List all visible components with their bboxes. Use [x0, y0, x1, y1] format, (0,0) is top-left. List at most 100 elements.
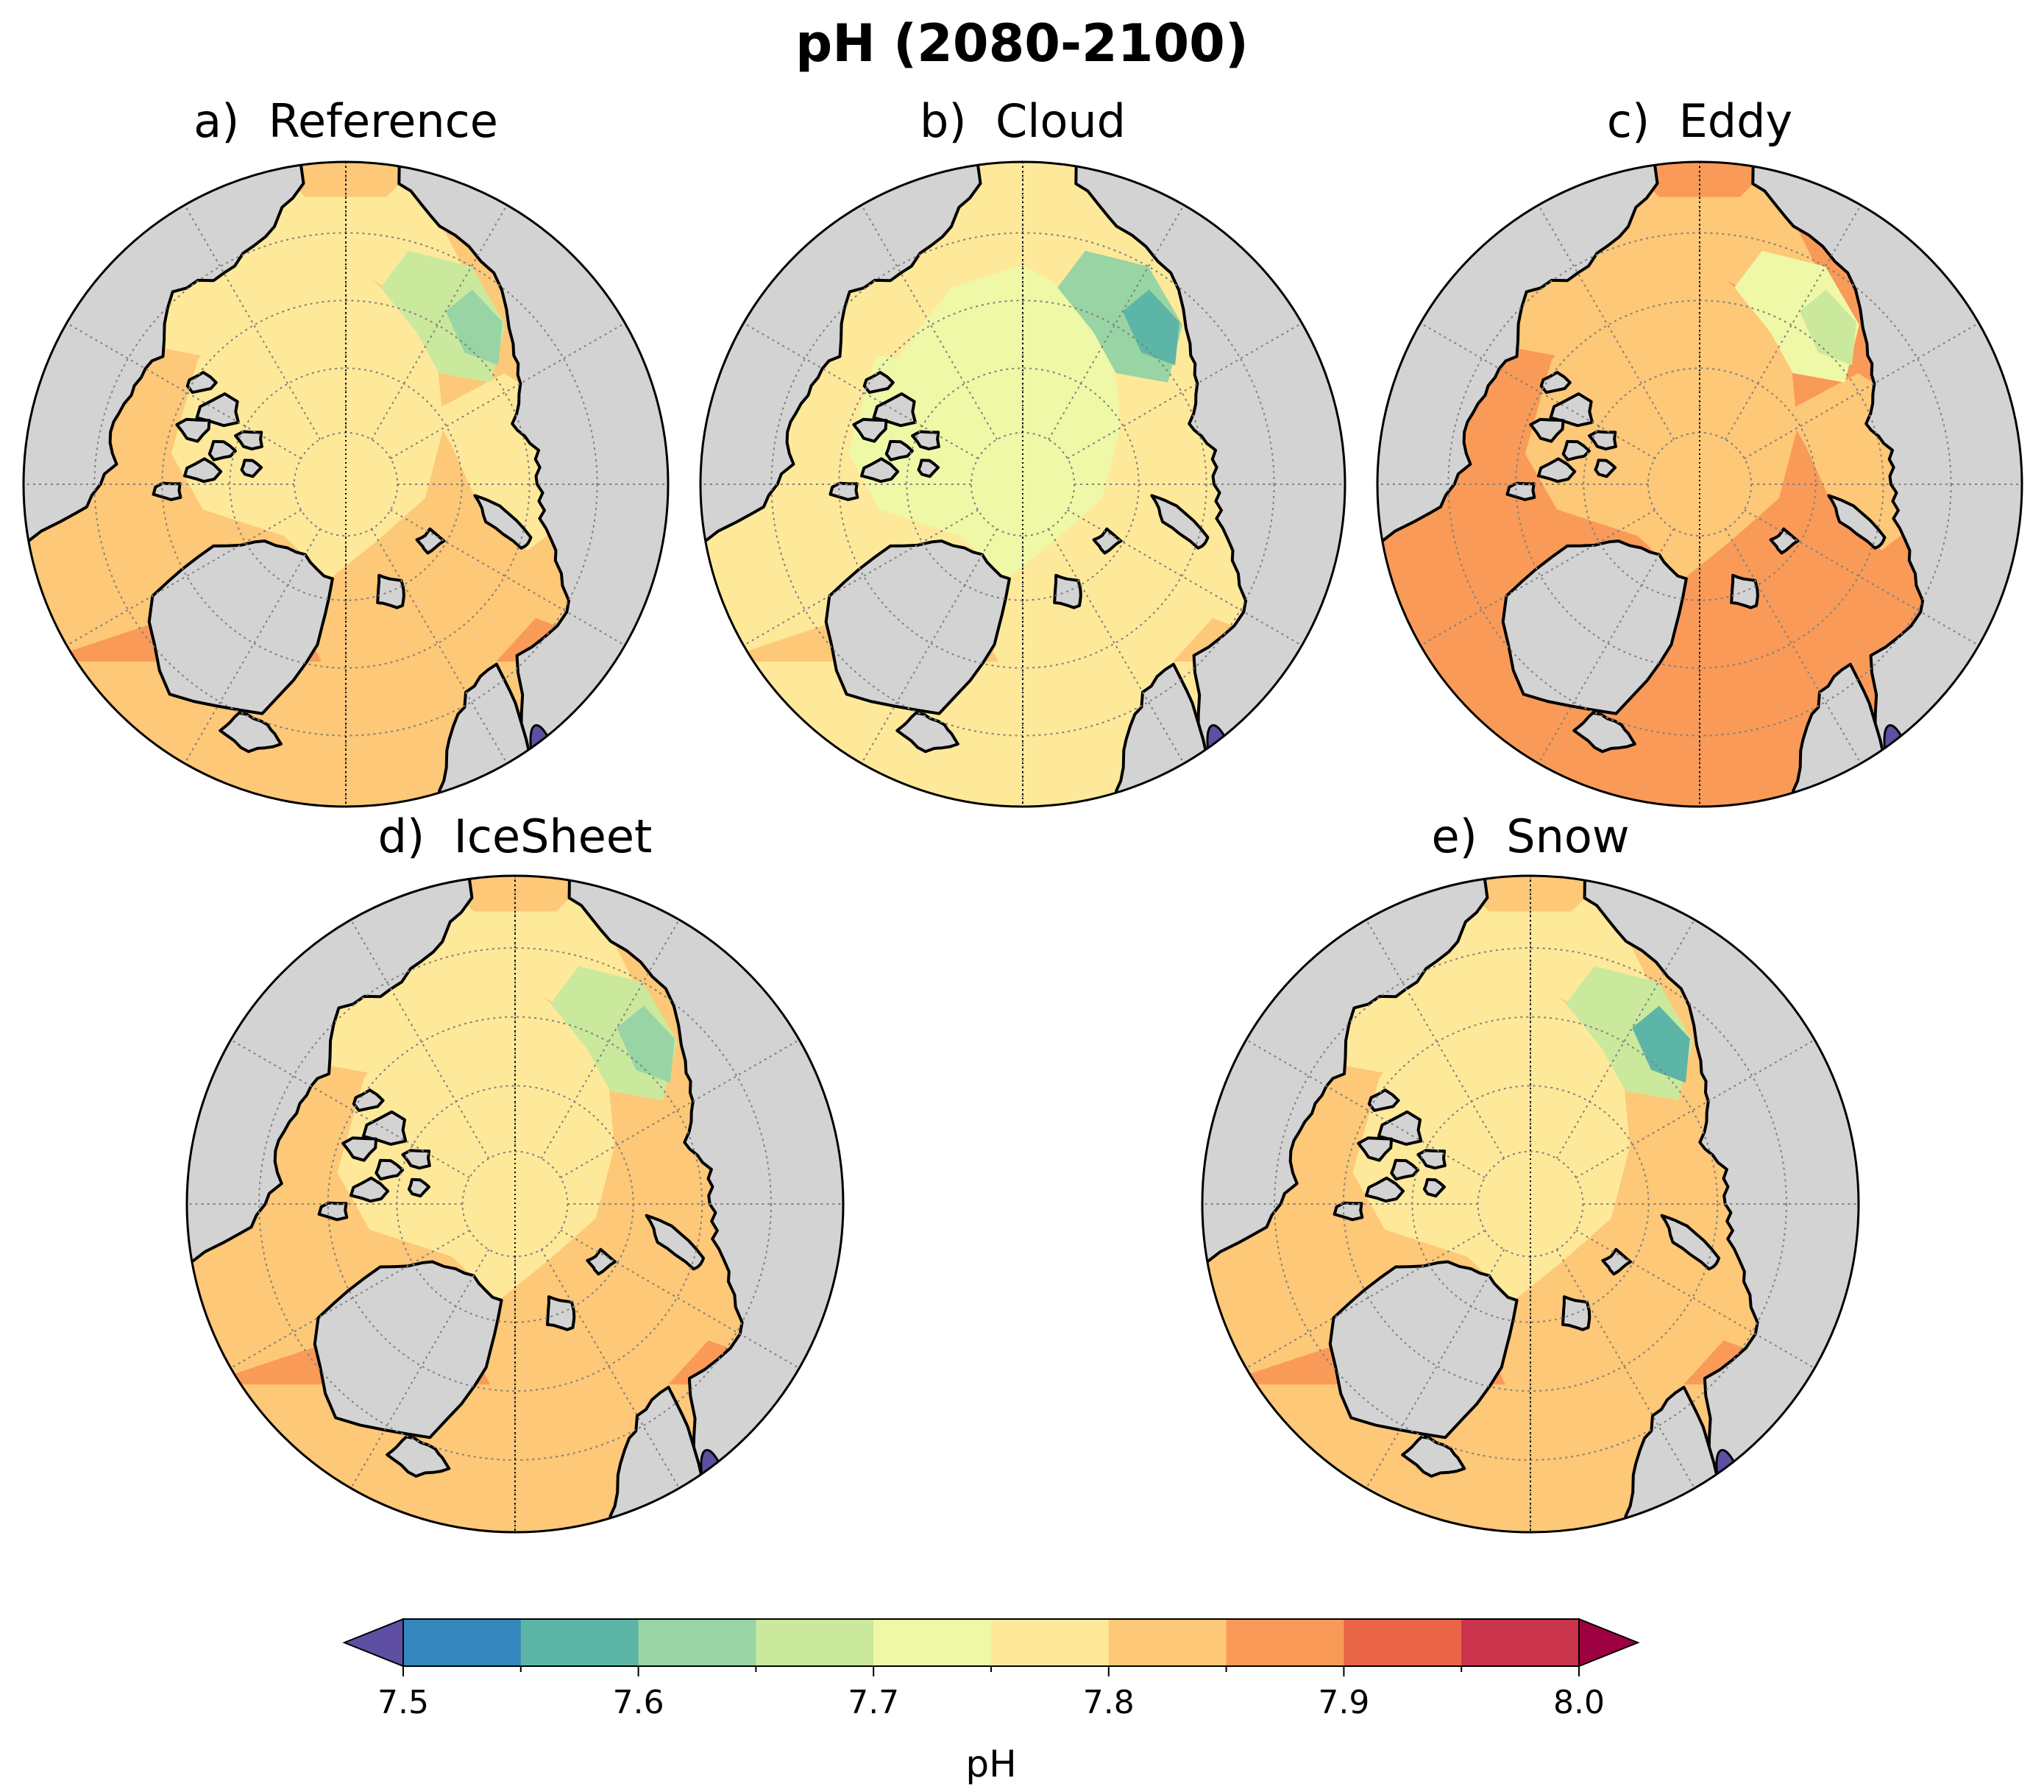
panel-label-c: c): [1606, 94, 1650, 148]
map-panel-cloud: [699, 160, 1346, 808]
land-archipelago-island: [1416, 1149, 1447, 1170]
land-archipelago-island: [1365, 1176, 1405, 1203]
colorbar-segment: [991, 1619, 1110, 1666]
meridian-line: [1555, 919, 1695, 1159]
panel-label-d: d): [377, 810, 425, 863]
map-panel-icesheet: [185, 874, 845, 1534]
land-archipelago-island: [1332, 1201, 1364, 1222]
land-archipelago-island: [175, 417, 211, 443]
colorbar-under-triangle: [342, 1618, 404, 1668]
map-panel-snow: [1201, 874, 1860, 1534]
meridian-line: [1048, 205, 1185, 440]
land-archipelago-island: [1539, 371, 1572, 394]
meridian-line: [1725, 528, 1862, 764]
latitude-circle: [1477, 1150, 1584, 1258]
panel-label-e: e): [1431, 810, 1477, 863]
land-north-america: [1202, 876, 1489, 1280]
ocean-barents: [1475, 1212, 1754, 1417]
panel-name-e: Snow: [1506, 810, 1630, 863]
land-archipelago-island: [1377, 1110, 1423, 1146]
latitude-circle: [161, 300, 530, 669]
land-archipelago-island: [349, 1176, 390, 1203]
meridian-line: [230, 1229, 470, 1369]
land-archipelago-island: [401, 1149, 431, 1170]
meridian-line: [861, 528, 998, 764]
colorbar-tick-label: 7.6: [613, 1684, 664, 1721]
land-archipelago-island: [1390, 1158, 1420, 1181]
land-iceland: [895, 711, 959, 754]
meridian-line: [1067, 322, 1302, 459]
map-content: [1202, 876, 1859, 1532]
land-svalbard: [546, 1295, 576, 1331]
land-archipelago-island: [1537, 457, 1577, 484]
land-greenland: [147, 539, 334, 715]
land-scandinavia: [1101, 662, 1218, 807]
land-archipelago-island: [884, 439, 914, 461]
latitude-circle: [906, 367, 1140, 601]
meridian-line: [1575, 1229, 1815, 1369]
meridian-line: [1366, 1249, 1505, 1489]
land-archipelago-island: [317, 1201, 349, 1222]
map-panel-reference: [22, 160, 670, 808]
colorbar-segment: [1461, 1619, 1580, 1666]
latitude-circle: [327, 1016, 703, 1392]
colorbar-tick-label: 8.0: [1553, 1684, 1605, 1721]
map-boundary: [1376, 160, 2023, 808]
land-novaya-zemlya: [1827, 494, 1887, 550]
land-north-america: [1377, 162, 1659, 559]
meridian-line: [350, 919, 490, 1159]
map-boundary: [22, 160, 670, 808]
latitude-circle: [838, 300, 1207, 669]
land-franz-josef: [415, 527, 446, 555]
panel-name-d: IceSheet: [453, 810, 653, 863]
meridian-line: [1246, 1229, 1486, 1369]
land-archipelago-island: [862, 371, 895, 394]
meridian-line: [1420, 509, 1656, 646]
panel-label-a: a): [194, 94, 240, 148]
meridian-line: [1538, 205, 1675, 440]
colorbar-label: pH: [965, 1743, 1016, 1785]
land-archipelago-island: [1594, 458, 1617, 478]
land-archipelago-island: [207, 439, 237, 461]
map-boundary: [1201, 874, 1860, 1534]
panel-name-c: Eddy: [1678, 94, 1793, 148]
land-archipelago-island: [352, 1088, 385, 1112]
panel-label-b: b): [919, 94, 967, 148]
land-archipelago-island: [240, 458, 263, 478]
land-north-america: [700, 162, 982, 559]
meridian-line: [1246, 1039, 1486, 1179]
meridian-line: [184, 205, 321, 440]
meridian-line: [1048, 528, 1185, 764]
map-boundary: [185, 874, 845, 1534]
meridian-line: [1538, 528, 1675, 764]
land-north-america: [187, 876, 474, 1280]
land-archipelago-island: [1367, 1088, 1400, 1112]
meridian-line: [371, 205, 508, 440]
meridian-line: [184, 528, 321, 764]
ocean-barents: [968, 492, 1242, 694]
map-content: [700, 162, 1345, 807]
land-archipelago-island: [1561, 439, 1591, 461]
colorbar-tick-label: 7.9: [1318, 1684, 1369, 1721]
meridian-line: [371, 528, 508, 764]
land-archipelago-island: [361, 1110, 408, 1146]
land-archipelago-island: [1422, 1177, 1446, 1198]
latitude-circle: [1515, 300, 1884, 669]
colorbar-segment: [1226, 1619, 1344, 1666]
land-archipelago-island: [375, 1158, 405, 1181]
land-north-america: [24, 162, 305, 559]
land-archipelago-island: [1549, 392, 1594, 428]
ocean-east-siberian-inner: [617, 1005, 675, 1083]
land-novaya-zemlya: [645, 1214, 706, 1271]
ocean-east-siberian-inner: [1799, 289, 1856, 366]
colorbar-tick-label: 7.7: [848, 1684, 899, 1721]
meridian-line: [1366, 919, 1505, 1159]
land-novaya-zemlya: [1660, 1214, 1721, 1271]
meridian-line: [350, 1249, 490, 1489]
land-archipelago-island: [341, 1136, 378, 1162]
land-franz-josef: [1092, 527, 1123, 555]
latitude-circle: [229, 367, 463, 601]
ocean-east-siberian-inner: [1632, 1005, 1690, 1083]
map-content: [187, 876, 843, 1532]
